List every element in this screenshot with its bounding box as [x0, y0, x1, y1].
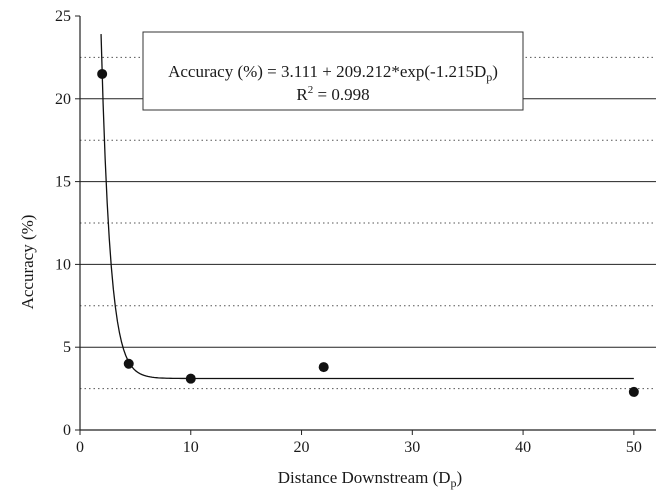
y-axis-label: Accuracy (%) [18, 215, 37, 310]
x-tick-label: 40 [515, 439, 531, 456]
data-point [628, 386, 639, 397]
x-tick-label: 50 [626, 439, 642, 456]
y-tick-label: 5 [63, 339, 71, 356]
r-squared-prefix: R [296, 85, 308, 104]
x-axis-label-close: ) [457, 468, 463, 487]
equation-subscript: p [486, 70, 492, 84]
tick-labels: 0 5 10 15 20 25 0 10 20 30 40 50 [55, 8, 642, 456]
x-axis-label-main: Distance Downstream (D [278, 468, 451, 487]
data-point [123, 358, 134, 369]
r-squared-superscript: 2 [308, 84, 314, 96]
equation-close: ) [492, 62, 498, 81]
data-point [185, 373, 196, 384]
x-axis-label-subscript: p [451, 476, 457, 490]
equation-main: Accuracy (%) = 3.111 + 209.212*exp(-1.21… [168, 62, 486, 81]
equation-text: Accuracy (%) = 3.111 + 209.212*exp(-1.21… [168, 62, 498, 84]
y-tick-label: 10 [55, 256, 71, 273]
equation-box: Accuracy (%) = 3.111 + 209.212*exp(-1.21… [142, 31, 524, 111]
x-tick-label: 20 [294, 439, 310, 456]
y-tick-label: 20 [55, 91, 71, 108]
x-axis-label: Distance Downstream (Dp) [278, 468, 462, 490]
y-tick-label: 25 [55, 8, 71, 25]
axes [75, 15, 656, 435]
r-squared-suffix: = 0.998 [313, 85, 369, 104]
data-point [97, 68, 108, 79]
y-tick-label: 0 [63, 422, 71, 439]
y-tick-label: 15 [55, 174, 71, 191]
data-points [97, 68, 639, 397]
data-point [318, 362, 329, 373]
r-squared-text: R2 = 0.998 [296, 84, 369, 104]
x-tick-label: 0 [76, 439, 84, 456]
x-tick-label: 10 [183, 439, 199, 456]
x-tick-label: 30 [404, 439, 420, 456]
